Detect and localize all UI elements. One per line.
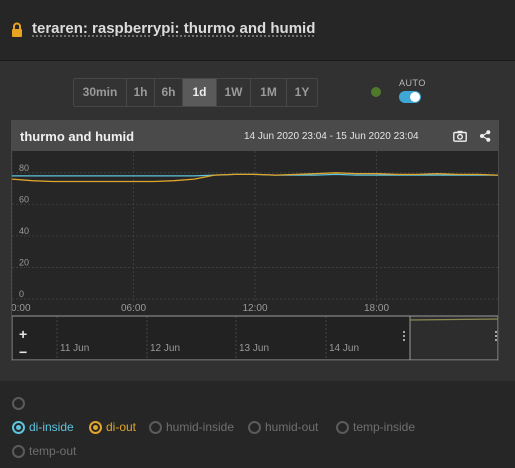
chart-title: thurmo and humid xyxy=(20,129,135,144)
share-icon[interactable] xyxy=(479,130,491,142)
range-button-1h[interactable]: 1h xyxy=(127,79,155,106)
range-button-1d[interactable]: 1d xyxy=(183,79,217,106)
x-tick-label: 12:00 xyxy=(242,303,267,314)
legend-radio-temp-out[interactable] xyxy=(12,445,25,458)
legend-label-di-out[interactable]: di-out xyxy=(106,420,137,434)
overview-series-line xyxy=(409,318,498,321)
overview-handle-grip[interactable] xyxy=(495,331,497,333)
overview-tick-label: 11 Jun xyxy=(60,343,89,354)
y-tick-label: 0 xyxy=(19,289,24,299)
overview-tick-label: 14 Jun xyxy=(329,343,359,354)
overview-handle-grip[interactable] xyxy=(403,339,405,341)
auto-toggle-knob xyxy=(410,92,420,102)
auto-toggle[interactable] xyxy=(399,91,421,103)
legend-label-humid-inside[interactable]: humid-inside xyxy=(166,420,235,434)
legend-label-temp-inside[interactable]: temp-inside xyxy=(353,420,416,434)
legend-label-di-inside[interactable]: di-inside xyxy=(29,420,74,434)
x-tick-label: 18:00 xyxy=(364,303,389,314)
legend-radio-humid-out[interactable] xyxy=(248,421,261,434)
range-button-30min[interactable]: 30min xyxy=(74,79,127,106)
y-tick-label: 40 xyxy=(19,226,29,236)
overview-handle-grip[interactable] xyxy=(403,331,405,333)
overview-selection[interactable] xyxy=(409,315,498,360)
chart-panel: thurmo and humid 14 Jun 2020 23:04 - 15 … xyxy=(11,120,499,361)
y-tick-label: 60 xyxy=(19,194,29,204)
time-range-selector: 30min 1h 6h 1d 1W 1M 1Y xyxy=(73,78,318,107)
series-legend: di-inside di-out humid-inside humid-out temp… xyxy=(0,381,515,468)
overview-handle-grip[interactable] xyxy=(403,335,405,337)
legend-radio-di-inside[interactable] xyxy=(12,421,25,434)
legend-label-temp-out[interactable]: temp-out xyxy=(29,444,77,458)
overview-tick-label: 13 Jun xyxy=(239,343,269,354)
range-button-1m[interactable]: 1M xyxy=(251,79,287,106)
overview-handle-grip[interactable] xyxy=(495,339,497,341)
overview-tick-label: 12 Jun xyxy=(150,343,180,354)
y-tick-label: 20 xyxy=(19,257,29,267)
range-button-1w[interactable]: 1W xyxy=(217,79,251,106)
auto-label: AUTO xyxy=(399,78,426,88)
zoom-out-button[interactable]: − xyxy=(19,344,28,360)
x-tick-label: 06:00 xyxy=(121,303,146,314)
legend-label-humid-out[interactable]: humid-out xyxy=(265,420,319,434)
legend-radio-temp-inside[interactable] xyxy=(336,421,349,434)
select-all-radio[interactable] xyxy=(12,397,25,410)
page-title[interactable]: teraren: raspberrypi: thurmo and humid xyxy=(32,20,316,37)
status-indicator xyxy=(371,87,381,97)
chart-time-range: 14 Jun 2020 23:04 - 15 Jun 2020 23:04 xyxy=(244,131,419,142)
lock-icon xyxy=(12,22,22,37)
y-tick-label: 80 xyxy=(19,163,29,173)
camera-icon[interactable] xyxy=(453,130,467,142)
line-chart[interactable]: 0 20 40 60 80 00:00 06:00 12:00 18:00 11 Jun 12 Ju… xyxy=(12,151,498,360)
chart-panel-header: thurmo and humid 14 Jun 2020 23:04 - 15 … xyxy=(12,121,498,151)
range-button-1y[interactable]: 1Y xyxy=(294,85,310,99)
overview-handle-grip[interactable] xyxy=(495,335,497,337)
x-tick-label: 00:00 xyxy=(12,303,31,314)
page-header: teraren: raspberrypi: thurmo and humid xyxy=(0,0,515,61)
series-line-di-out xyxy=(12,172,498,183)
zoom-in-button[interactable]: + xyxy=(19,326,28,342)
legend-radio-humid-inside[interactable] xyxy=(149,421,162,434)
legend-radio-di-out[interactable] xyxy=(89,421,102,434)
range-button-6h[interactable]: 6h xyxy=(155,79,183,106)
